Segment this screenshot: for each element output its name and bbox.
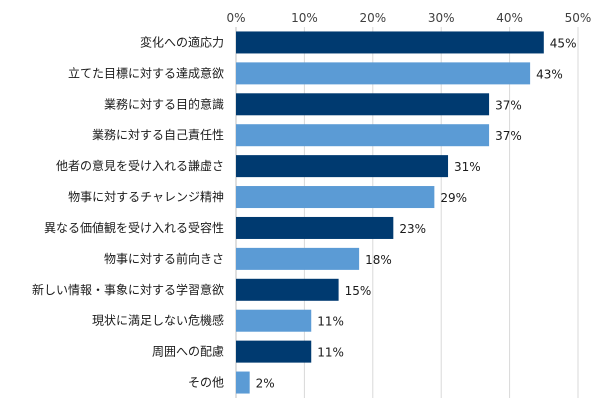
category-label: 業務に対する目的意識 [104,96,224,111]
category-label: 物事に対する前向きさ [104,251,224,266]
data-label: 37% [495,129,522,143]
data-label: 2% [256,377,275,391]
x-tick-label: 40% [496,11,523,25]
bar [236,340,312,363]
data-label: 45% [550,36,577,50]
gridlines [235,27,579,398]
category-label: 新しい情報・事象に対する学習意欲 [32,282,224,297]
category-label: 周囲への配慮 [152,345,224,359]
x-tick-label: 10% [291,11,318,25]
category-label: 異なる価値観を受け入れる受容性 [44,220,224,235]
bar [236,124,490,147]
bar [236,62,531,85]
x-tick-label: 50% [565,11,592,25]
category-label: 変化への適応力 [140,34,224,49]
data-label: 37% [495,98,522,112]
bar [236,31,544,54]
category-label: 業務に対する自己責任性 [92,128,224,142]
bar [236,186,435,209]
data-labels: 45% 43% 37% 37% 31% 29% 23% 18% 15% 11% 11% 2% [256,36,577,390]
x-axis-tick-labels: 0% 10% 20% 30% 40% 50% [226,11,591,25]
bar [236,309,312,332]
bars [236,31,544,394]
category-labels: 変化への適応力立てた目標に対する達成意欲業務に対する目的意識業務に対する自己責任… [32,34,224,389]
x-tick-label: 0% [226,11,245,25]
data-label: 23% [399,222,426,236]
data-label: 11% [317,315,344,329]
x-tick-label: 20% [359,11,386,25]
bar [236,93,490,116]
category-label: 現状に満足しない危機感 [92,313,224,328]
data-label: 29% [440,191,467,205]
bar [236,247,360,270]
category-label: その他 [188,376,224,390]
data-label: 31% [454,160,481,174]
bar [236,371,250,394]
bar [236,155,449,178]
category-label: 物事に対するチャレンジ精神 [68,190,224,204]
data-label: 18% [365,253,392,267]
data-label: 15% [345,284,372,298]
category-label: 立てた目標に対する達成意欲 [68,65,224,80]
category-label: 他者の意見を受け入れる謙虚さ [56,158,224,173]
data-label: 43% [536,67,563,81]
data-label: 11% [317,346,344,360]
bar [236,216,394,239]
x-tick-label: 30% [428,11,455,25]
bar [236,278,339,301]
